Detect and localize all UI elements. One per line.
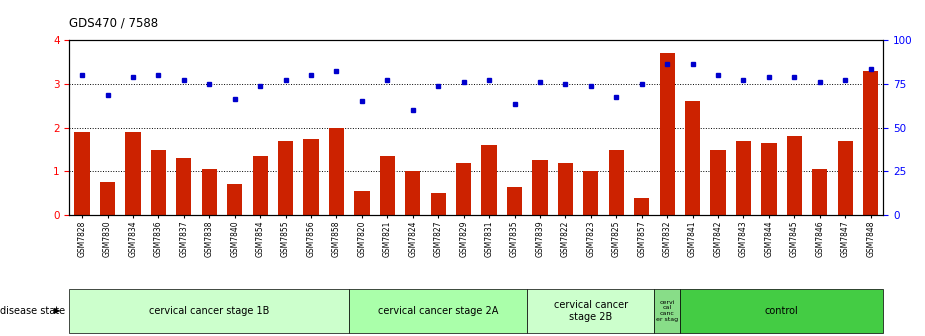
Text: cervical cancer
stage 2B: cervical cancer stage 2B xyxy=(554,300,628,322)
Bar xyxy=(202,169,216,215)
Bar xyxy=(761,143,777,215)
Bar xyxy=(126,132,141,215)
Text: GDS470 / 7588: GDS470 / 7588 xyxy=(69,17,158,30)
Text: disease state: disease state xyxy=(0,306,65,316)
Bar xyxy=(684,101,700,215)
Bar xyxy=(350,289,527,333)
Bar xyxy=(303,138,318,215)
Bar xyxy=(863,71,879,215)
Text: control: control xyxy=(765,306,798,316)
Bar xyxy=(812,169,828,215)
Bar xyxy=(456,163,471,215)
Bar xyxy=(430,193,446,215)
Bar xyxy=(151,150,166,215)
Bar xyxy=(660,53,675,215)
Bar xyxy=(379,156,395,215)
Bar xyxy=(69,289,350,333)
Bar xyxy=(527,289,655,333)
Bar xyxy=(635,198,649,215)
Bar xyxy=(354,191,369,215)
Bar xyxy=(609,150,623,215)
Bar xyxy=(558,163,574,215)
Bar xyxy=(176,158,191,215)
Bar xyxy=(507,187,522,215)
Bar xyxy=(710,150,726,215)
Bar xyxy=(786,136,802,215)
Bar xyxy=(329,128,344,215)
Bar xyxy=(278,141,293,215)
Bar xyxy=(838,141,853,215)
Bar xyxy=(253,156,268,215)
Text: cervical cancer stage 2A: cervical cancer stage 2A xyxy=(378,306,499,316)
Bar xyxy=(228,184,242,215)
Bar xyxy=(533,161,548,215)
Bar xyxy=(405,171,420,215)
Text: cervical cancer stage 1B: cervical cancer stage 1B xyxy=(149,306,269,316)
Bar xyxy=(74,132,90,215)
Bar xyxy=(736,141,751,215)
Text: cervi
cal
canc
er stag: cervi cal canc er stag xyxy=(656,300,678,322)
Bar xyxy=(680,289,883,333)
Bar xyxy=(100,182,115,215)
Text: ▶: ▶ xyxy=(54,306,60,315)
Bar xyxy=(481,145,497,215)
Bar xyxy=(655,289,680,333)
Bar xyxy=(583,171,598,215)
